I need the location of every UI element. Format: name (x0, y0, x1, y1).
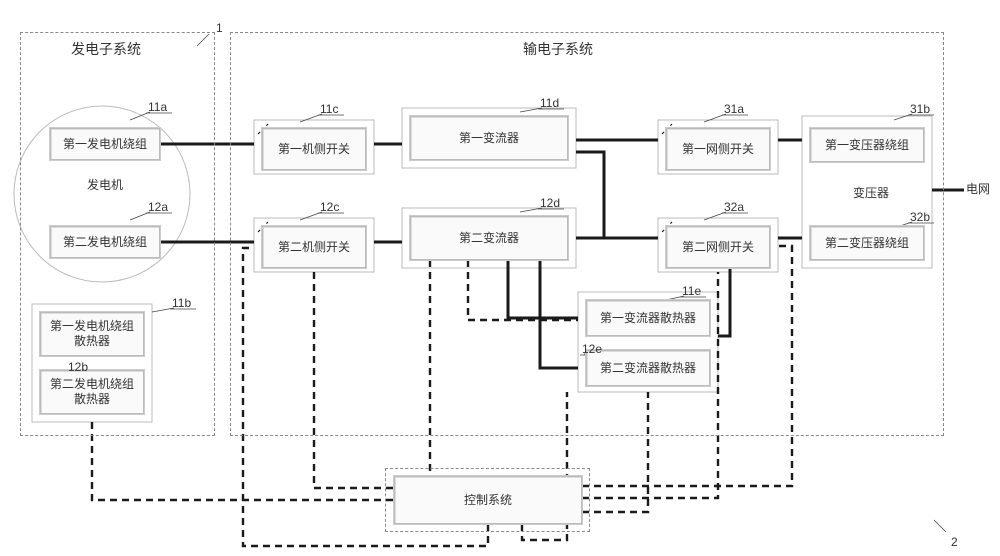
callout-32a: 32a (724, 200, 744, 214)
region-gen-title: 发电子系统 (71, 39, 141, 59)
xfmr_label: 变压器 (844, 184, 898, 202)
callout-12d: 12d (540, 196, 560, 210)
callout-11c: 11c (320, 102, 338, 116)
ctrl: 控制系统 (394, 476, 582, 524)
region-tx-title: 输电子系统 (523, 39, 593, 59)
tw2: 第二变压器绕组 (810, 226, 924, 260)
callout-12a: 12a (148, 200, 168, 214)
region-gen-num: 1 (216, 21, 223, 35)
rad_g2: 第二发电机绕组散热器 (40, 370, 144, 414)
tw1: 第一变压器绕组 (810, 128, 924, 162)
gen_w1: 第一发电机绕组 (50, 128, 160, 160)
gen_w2: 第二发电机绕组 (50, 226, 160, 258)
sw_m2: 第二机侧开关 (262, 226, 366, 268)
callout-32b: 32b (910, 210, 930, 224)
rad_c2: 第二变流器散热器 (586, 350, 710, 386)
sw_g1: 第一网侧开关 (666, 128, 770, 170)
callout-12c: 12c (320, 200, 339, 214)
conv2: 第二变流器 (410, 216, 568, 260)
conv1: 第一变流器 (410, 116, 568, 160)
grid-label: 电网 (966, 180, 990, 197)
sw_m1: 第一机侧开关 (262, 128, 366, 170)
diagram-canvas: 电网 发电子系统1输电子系统32第一发电机绕组第二发电机绕组发电机第一发电机绕组… (0, 0, 1000, 556)
callout-11e: 11e (682, 284, 701, 298)
callout-31b: 31b (910, 102, 930, 116)
callout-31a: 31a (724, 102, 744, 116)
callout-12e: 12e (582, 342, 602, 356)
gen_label: 发电机 (78, 176, 132, 194)
callout-12b: 12b (68, 360, 88, 374)
callout-11b: 11b (172, 296, 191, 310)
callout-11a: 11a (148, 100, 167, 114)
sw_g2: 第二网侧开关 (666, 226, 770, 268)
callout-11d: 11d (540, 96, 559, 110)
region-ctrl-num: 2 (951, 535, 958, 549)
rad_g1: 第一发电机绕组散热器 (40, 312, 144, 356)
rad_c1: 第一变流器散热器 (586, 300, 710, 336)
